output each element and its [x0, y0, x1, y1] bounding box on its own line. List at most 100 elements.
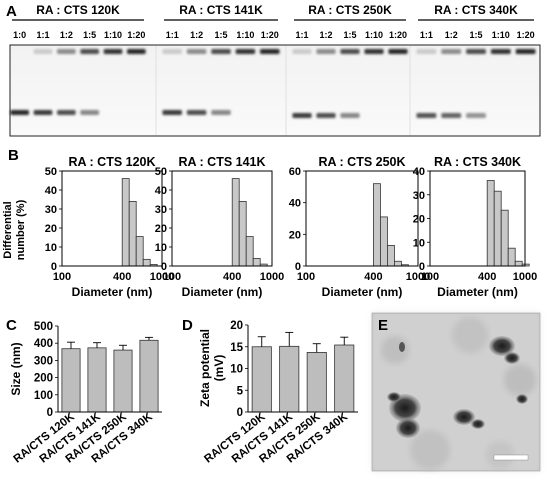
gel-migrated-band	[416, 113, 437, 118]
gel-lane-label: 1:0	[13, 30, 26, 40]
gel-lane-label: 1:1	[420, 30, 433, 40]
plot-frame	[171, 170, 273, 267]
x-tick-label: 1000	[406, 271, 430, 283]
bar	[61, 348, 81, 413]
gel-migrated-band	[316, 113, 336, 118]
x-axis-label: Diameter (nm)	[72, 285, 153, 299]
bar	[334, 344, 355, 413]
y-tick-label: 40	[413, 166, 425, 178]
y-tick-label: 10	[155, 242, 167, 254]
y-tick-label: 0	[237, 407, 243, 419]
gel-well-band	[515, 49, 536, 54]
bar	[87, 347, 107, 413]
x-axis-label: Diameter (nm)	[437, 285, 518, 299]
tem-particle	[471, 419, 485, 429]
scale-bar	[493, 454, 529, 461]
y-axis-label: Zeta potential	[198, 329, 212, 407]
x-tick-label: 100	[163, 271, 181, 283]
histogram-bar	[500, 209, 509, 267]
y-tick-label: 40	[155, 185, 167, 197]
y-tick-label: 10	[413, 237, 425, 249]
histogram-bar	[521, 263, 530, 267]
histogram-bar	[121, 178, 130, 267]
tem-particle	[504, 352, 520, 364]
gel-lane-label: 1:1	[295, 30, 308, 40]
gel-lane-label: 1:2	[190, 30, 203, 40]
x-tick-label: 100	[53, 271, 71, 283]
gel-well-band	[186, 49, 207, 54]
gel-migrated-band	[466, 113, 486, 118]
y-tick-label: 40	[289, 198, 301, 210]
y-tick-label: 0	[51, 261, 57, 273]
histogram-title: RA : CTS 141K	[178, 155, 265, 169]
y-tick-label: 60	[289, 166, 301, 178]
x-axis-label: Diameter (nm)	[322, 285, 403, 299]
y-tick-label: 300	[34, 355, 53, 367]
gel-lane-label: 1:20	[517, 30, 535, 40]
gel-lane-label: 1:10	[236, 30, 254, 40]
histogram-bar	[387, 245, 395, 267]
y-tick-label: 0	[419, 261, 425, 273]
gel-well-band	[388, 49, 408, 54]
y-tick-label: 20	[45, 223, 57, 235]
gel-migrated-band	[80, 110, 99, 115]
y-tick-label: 0	[295, 261, 301, 273]
gel-image-frame	[9, 44, 541, 137]
tem-image-texture	[372, 313, 540, 471]
y-tick-label: 5	[237, 385, 244, 397]
gel-well-band	[211, 49, 231, 54]
gel-migrated-band	[340, 113, 360, 118]
gel-well-band	[416, 49, 437, 54]
histogram-bar	[493, 190, 502, 267]
plot-frame	[429, 170, 526, 267]
x-tick-label: 400	[478, 271, 496, 283]
y-tick-label: 50	[155, 166, 167, 178]
histogram-chart: RA : CTS 340K 0 10 20 30 40 100 400 1000 Diameter…	[413, 155, 537, 299]
gel-lane-label: 1:10	[492, 30, 510, 40]
plot-frame	[305, 170, 419, 267]
histogram-bar	[380, 216, 388, 267]
x-tick-label: 400	[113, 271, 131, 283]
y-tick-label: 20	[413, 214, 425, 226]
tem-particle	[516, 394, 528, 404]
gel-lane-label: 1:1	[36, 30, 49, 40]
histogram-bar	[514, 260, 523, 267]
y-axis-label-unit: (mV)	[212, 355, 226, 382]
tem-image-frame	[371, 312, 541, 472]
gel-lane-label: 1:5	[214, 30, 227, 40]
x-axis-label: Diameter (nm)	[182, 285, 263, 299]
histogram-bar	[128, 200, 137, 267]
gel-well-band	[162, 49, 182, 54]
gel-group-title: RA : CTS 141K	[179, 3, 263, 17]
histogram-title: RA : CTS 120K	[68, 155, 155, 169]
gel-well-band	[441, 49, 462, 54]
gel-well-band	[340, 49, 360, 54]
tem-particle	[387, 392, 401, 402]
histogram-bar	[231, 178, 240, 267]
panel-c-letter: C	[6, 317, 17, 334]
tem-particle	[489, 336, 515, 356]
y-tick-label: 0	[161, 261, 167, 273]
gel-migrated-band	[186, 110, 207, 115]
panel-a-gel: A RA : CTS 120K RA : CTS 141K RA : CTS 250…	[6, 3, 541, 137]
gel-well-band	[466, 49, 486, 54]
x-tick-label: 1000	[513, 271, 537, 283]
bar	[306, 352, 327, 413]
gel-migrated-band	[162, 110, 182, 115]
panel-e-letter: E	[378, 317, 388, 334]
gel-well-band	[127, 49, 146, 54]
histogram-bar	[238, 200, 247, 267]
gel-migrated-band	[211, 110, 231, 115]
y-tick-label: 400	[34, 338, 53, 350]
bar	[113, 349, 133, 413]
y-tick-label: 0	[47, 407, 53, 419]
gel-lane-label: 1:10	[365, 30, 383, 40]
panel-e-tem-image: E	[371, 312, 541, 472]
gel-group-title: RA : CTS 250K	[308, 3, 392, 17]
y-tick-label: 100	[34, 390, 53, 402]
gel-migrated-band	[10, 110, 30, 115]
